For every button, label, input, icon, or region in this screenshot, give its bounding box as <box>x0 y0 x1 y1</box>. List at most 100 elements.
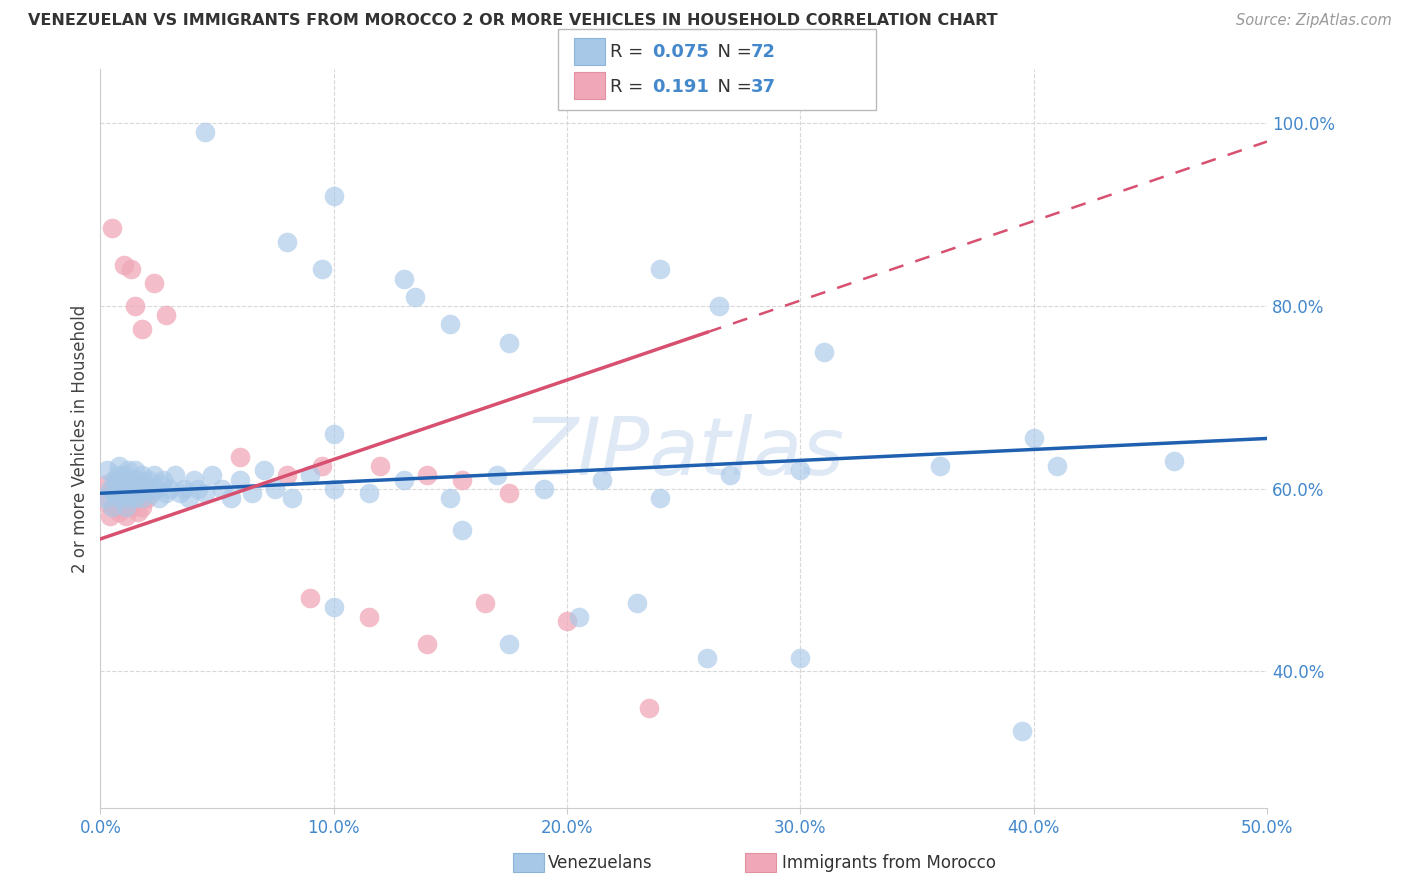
Text: 72: 72 <box>751 43 776 61</box>
Point <box>201 468 224 483</box>
Point <box>120 486 142 500</box>
Point <box>131 322 153 336</box>
Point <box>163 468 186 483</box>
Point <box>108 458 131 473</box>
Point <box>1046 458 1069 473</box>
Point <box>813 344 835 359</box>
Point <box>115 509 138 524</box>
Point <box>498 335 520 350</box>
Point <box>112 468 135 483</box>
Point <box>155 486 177 500</box>
Point <box>211 482 233 496</box>
Point <box>148 491 170 505</box>
Point <box>392 473 415 487</box>
Point <box>98 509 121 524</box>
Point <box>696 650 718 665</box>
Point <box>117 463 139 477</box>
Point <box>124 491 146 505</box>
Point <box>219 491 242 505</box>
Point <box>122 491 145 505</box>
Text: ZIPatlas: ZIPatlas <box>523 414 845 492</box>
Point <box>159 482 181 496</box>
Point <box>498 637 520 651</box>
Point <box>143 276 166 290</box>
Point <box>143 468 166 483</box>
Text: VENEZUELAN VS IMMIGRANTS FROM MOROCCO 2 OR MORE VEHICLES IN HOUSEHOLD CORRELATIO: VENEZUELAN VS IMMIGRANTS FROM MOROCCO 2 … <box>28 13 998 29</box>
Point <box>451 523 474 537</box>
Point <box>194 126 217 140</box>
Point <box>124 299 146 313</box>
Point <box>134 477 156 491</box>
Point <box>94 495 117 509</box>
Point <box>1163 454 1185 468</box>
Point <box>115 500 138 514</box>
Point <box>122 473 145 487</box>
Text: R =: R = <box>610 78 655 95</box>
Point <box>127 473 149 487</box>
Point <box>929 458 952 473</box>
Point <box>789 650 811 665</box>
Text: 0.191: 0.191 <box>652 78 709 95</box>
Point <box>322 426 344 441</box>
Point <box>112 258 135 272</box>
Point <box>152 473 174 487</box>
Point <box>150 477 173 491</box>
Point <box>136 491 159 505</box>
Point <box>322 189 344 203</box>
Point <box>101 221 124 235</box>
Point <box>650 491 672 505</box>
Point <box>276 235 298 249</box>
Point <box>451 473 474 487</box>
Point <box>155 308 177 322</box>
Point <box>650 262 672 277</box>
Point <box>404 290 426 304</box>
Point <box>498 486 520 500</box>
Point <box>474 596 496 610</box>
Point <box>101 500 124 514</box>
Point <box>120 262 142 277</box>
Point <box>322 600 344 615</box>
Point <box>127 486 149 500</box>
Point <box>141 486 163 500</box>
Point <box>136 482 159 496</box>
Point <box>280 491 302 505</box>
Text: 37: 37 <box>751 78 776 95</box>
Point <box>105 468 128 483</box>
Point <box>568 609 591 624</box>
Point <box>416 468 439 483</box>
Point <box>264 482 287 496</box>
Point <box>357 486 380 500</box>
Point <box>110 482 132 496</box>
Point <box>555 614 578 628</box>
Text: Immigrants from Morocco: Immigrants from Morocco <box>782 854 995 871</box>
Point <box>131 500 153 514</box>
Point <box>187 482 209 496</box>
Text: Source: ZipAtlas.com: Source: ZipAtlas.com <box>1236 13 1392 29</box>
Point <box>112 486 135 500</box>
Point <box>134 477 156 491</box>
Point <box>108 504 131 518</box>
Point <box>416 637 439 651</box>
Point <box>368 458 391 473</box>
Point <box>103 473 125 487</box>
Point <box>110 486 132 500</box>
Point <box>229 473 252 487</box>
Point <box>103 500 125 514</box>
Point <box>177 491 200 505</box>
Point <box>117 491 139 505</box>
Point <box>485 468 508 483</box>
Point <box>110 473 132 487</box>
Point <box>533 482 555 496</box>
Point <box>1011 723 1033 738</box>
Text: N =: N = <box>706 78 758 95</box>
Point <box>117 482 139 496</box>
Point <box>112 495 135 509</box>
Text: Venezuelans: Venezuelans <box>548 854 652 871</box>
Point <box>145 482 167 496</box>
Point <box>718 468 741 483</box>
Point <box>120 477 142 491</box>
Point <box>591 473 613 487</box>
Point <box>789 463 811 477</box>
Point <box>98 482 121 496</box>
Point <box>392 271 415 285</box>
